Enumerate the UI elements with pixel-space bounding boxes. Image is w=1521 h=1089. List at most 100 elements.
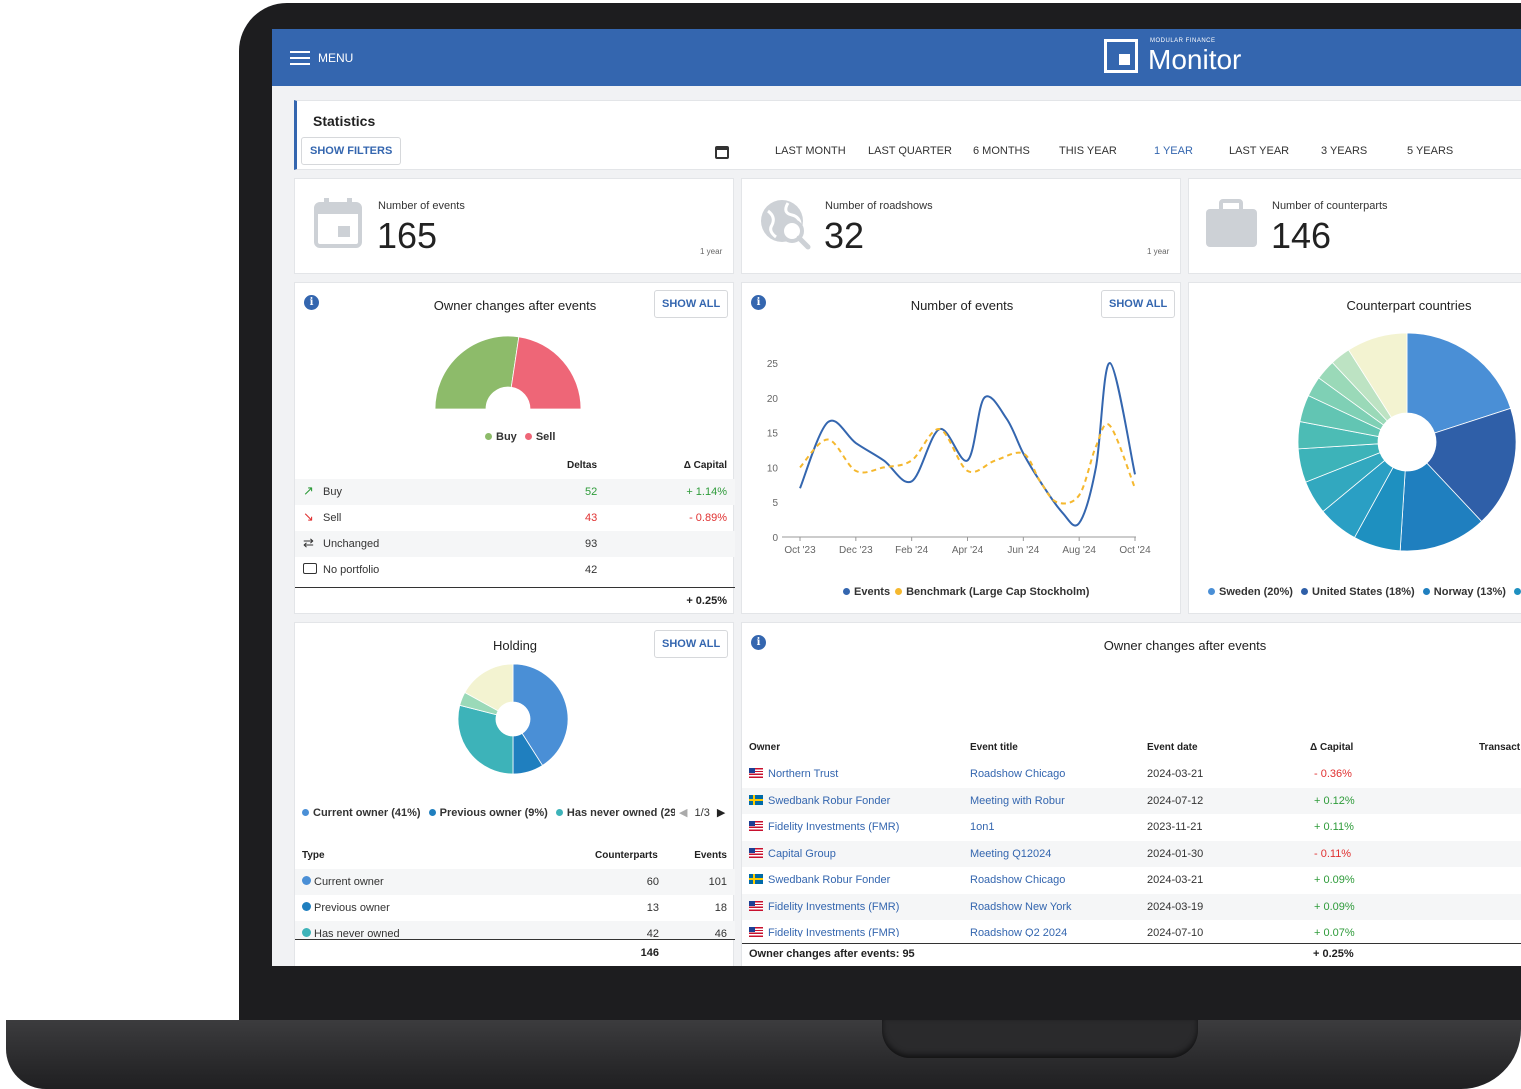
info-icon[interactable]: i <box>304 295 319 310</box>
period-6-months[interactable]: 6 MONTHS <box>973 145 1030 157</box>
top-bar: MENU MODULAR FINANCE Monitor <box>272 29 1521 86</box>
table-row[interactable]: ⇄ Unchanged 93 <box>295 531 735 557</box>
x-tick-label: Oct '24 <box>1119 545 1151 556</box>
event-link[interactable]: Roadshow Chicago <box>970 768 1066 780</box>
x-tick-label: Dec '23 <box>839 545 873 556</box>
pie-slice-norway <box>1399 462 1483 552</box>
owner-link[interactable]: Fidelity Investments (FMR) <box>768 821 900 833</box>
event-link[interactable]: Roadshow Q2 2024 <box>970 927 1068 937</box>
table-row[interactable]: Fidelity Investments (FMR) Roadshow New Y… <box>742 893 1521 920</box>
owner-link[interactable]: Fidelity Investments (FMR) <box>768 927 900 937</box>
holding-legend: Current owner (41%) Previous owner (9%) … <box>297 807 675 819</box>
table-row[interactable]: ↘ Sell 43 - 0.89% <box>295 505 735 531</box>
laptop-base <box>6 1020 1521 1089</box>
col-capital: Δ Capital <box>683 460 727 471</box>
owner-link[interactable]: Swedbank Robur Fonder <box>768 794 891 807</box>
table-row[interactable]: No portfolio 42 <box>295 557 735 583</box>
table-row[interactable]: Northern Trust Roadshow Chicago 2024-03-21… <box>742 761 1521 787</box>
table-row[interactable]: ↗ Buy 52 + 1.14% <box>295 479 735 505</box>
legend-previous: Previous owner (9%) <box>439 807 548 819</box>
period-this-year[interactable]: THIS YEAR <box>1059 145 1117 157</box>
pie-slice-has-never-owned <box>457 704 514 775</box>
info-icon[interactable]: i <box>751 635 766 650</box>
menu-button[interactable]: MENU <box>290 47 353 69</box>
page-title: Statistics <box>313 113 376 129</box>
brand-name: Monitor <box>1148 44 1242 75</box>
x-tick-label: Oct '23 <box>784 545 816 556</box>
us-flag-icon <box>749 768 763 778</box>
table-row[interactable]: Swedbank Robur Fonder Roadshow Chicago 202… <box>742 867 1521 893</box>
event-link[interactable]: Roadshow Chicago <box>970 874 1066 886</box>
event-link[interactable]: Meeting Q12024 <box>970 847 1052 860</box>
gauge-legend: Buy Sell <box>480 431 555 443</box>
owner-table-panel: i Owner changes after events Owner Event… <box>741 622 1521 966</box>
total-counterparts: 146 <box>640 947 659 959</box>
table-row[interactable]: Current owner 60 101 <box>295 869 735 895</box>
monitor-logo-icon <box>1104 39 1138 73</box>
legend-series-0: Events <box>854 586 891 598</box>
period-5-years[interactable]: 5 YEARS <box>1407 145 1454 157</box>
statistics-bar: Statistics SHOW FILTERS LAST MONTH LAST … <box>294 100 1521 170</box>
period-last-month[interactable]: LAST MONTH <box>775 145 846 157</box>
legend-dot <box>302 809 309 816</box>
owner-link[interactable]: Northern Trust <box>768 768 839 780</box>
period-3-years[interactable]: 3 YEARS <box>1321 145 1368 157</box>
legend-dot <box>1514 588 1521 595</box>
owner-link[interactable]: Swedbank Robur Fonder <box>768 874 891 886</box>
sweden-flag-icon <box>749 874 763 884</box>
event-link[interactable]: Meeting with Robur <box>970 794 1065 807</box>
legend-norway: Norway (13%) <box>1433 586 1506 598</box>
legend-current: Current owner (41%) <box>313 807 421 819</box>
show-all-button[interactable]: SHOW ALL <box>654 290 729 318</box>
row-type: Has never owned <box>314 928 400 939</box>
table-row[interactable]: Swedbank Robur Fonder Meeting with Robur 2… <box>742 787 1521 814</box>
owner-changes-panel: i Owner changes after events SHOW ALL Bu… <box>294 282 735 614</box>
owner-link[interactable]: Fidelity Investments (FMR) <box>768 900 900 913</box>
panel-title: Number of events <box>910 298 1014 313</box>
table-row[interactable]: Fidelity Investments (FMR) 1on1 2023-11-21… <box>742 814 1521 840</box>
row-deltas: 52 <box>585 486 598 498</box>
type-dot <box>302 902 311 911</box>
event-date: 2024-03-19 <box>1147 900 1204 913</box>
us-flag-icon <box>749 927 763 937</box>
event-link[interactable]: Roadshow New York <box>970 900 1072 913</box>
holding-panel: Holding SHOW ALL Current owner (41%) Pre… <box>294 622 735 966</box>
row-type: Current owner <box>314 876 384 888</box>
table-row[interactable]: Previous owner 13 18 <box>295 895 735 921</box>
laptop-notch <box>882 1020 1198 1058</box>
total-capital: + 0.25% <box>686 595 727 607</box>
legend-buy: Buy <box>496 431 517 443</box>
info-icon[interactable]: i <box>751 295 766 310</box>
y-tick-label: 25 <box>767 359 779 370</box>
pager-next-icon[interactable]: ▶ <box>716 807 726 819</box>
legend-pager: ◀ 1/3 ▶ <box>679 806 725 819</box>
footer-total: + 0.25% <box>1313 948 1354 960</box>
pie-slice-s5 <box>464 663 514 712</box>
capital-change: + 0.09% <box>1314 900 1355 913</box>
series-line-0 <box>799 361 1136 527</box>
show-all-button[interactable]: SHOW ALL <box>654 630 729 658</box>
period-1-year[interactable]: 1 YEAR <box>1154 145 1193 157</box>
table-row[interactable]: Has never owned 42 46 <box>295 921 735 939</box>
show-all-button[interactable]: SHOW ALL <box>1101 290 1176 318</box>
legend-dot <box>524 433 532 440</box>
hamburger-icon <box>290 47 310 69</box>
event-date: 2024-01-30 <box>1147 847 1204 860</box>
period-last-quarter[interactable]: LAST QUARTER <box>868 145 952 157</box>
trend-down-icon: ↘ <box>303 509 314 524</box>
col-type: Type <box>302 850 325 861</box>
globe-search-icon <box>761 200 811 250</box>
briefcase-small-icon <box>303 563 317 574</box>
legend-dot <box>1208 588 1215 595</box>
calendar-picker-icon[interactable] <box>715 146 729 159</box>
event-link[interactable]: 1on1 <box>970 821 995 833</box>
col-transactions: Transact <box>1479 742 1521 753</box>
show-filters-button[interactable]: SHOW FILTERS <box>301 137 402 165</box>
table-row[interactable]: Fidelity Investments (FMR) Roadshow Q2 20… <box>742 920 1521 937</box>
pager-prev-icon[interactable]: ◀ <box>679 807 688 819</box>
trend-up-icon: ↗ <box>303 483 314 498</box>
table-row[interactable]: Capital Group Meeting Q12024 2024-01-30 - 0… <box>742 840 1521 867</box>
owner-link[interactable]: Capital Group <box>768 847 836 860</box>
legend-dot <box>555 809 563 816</box>
period-last-year[interactable]: LAST YEAR <box>1229 145 1290 157</box>
